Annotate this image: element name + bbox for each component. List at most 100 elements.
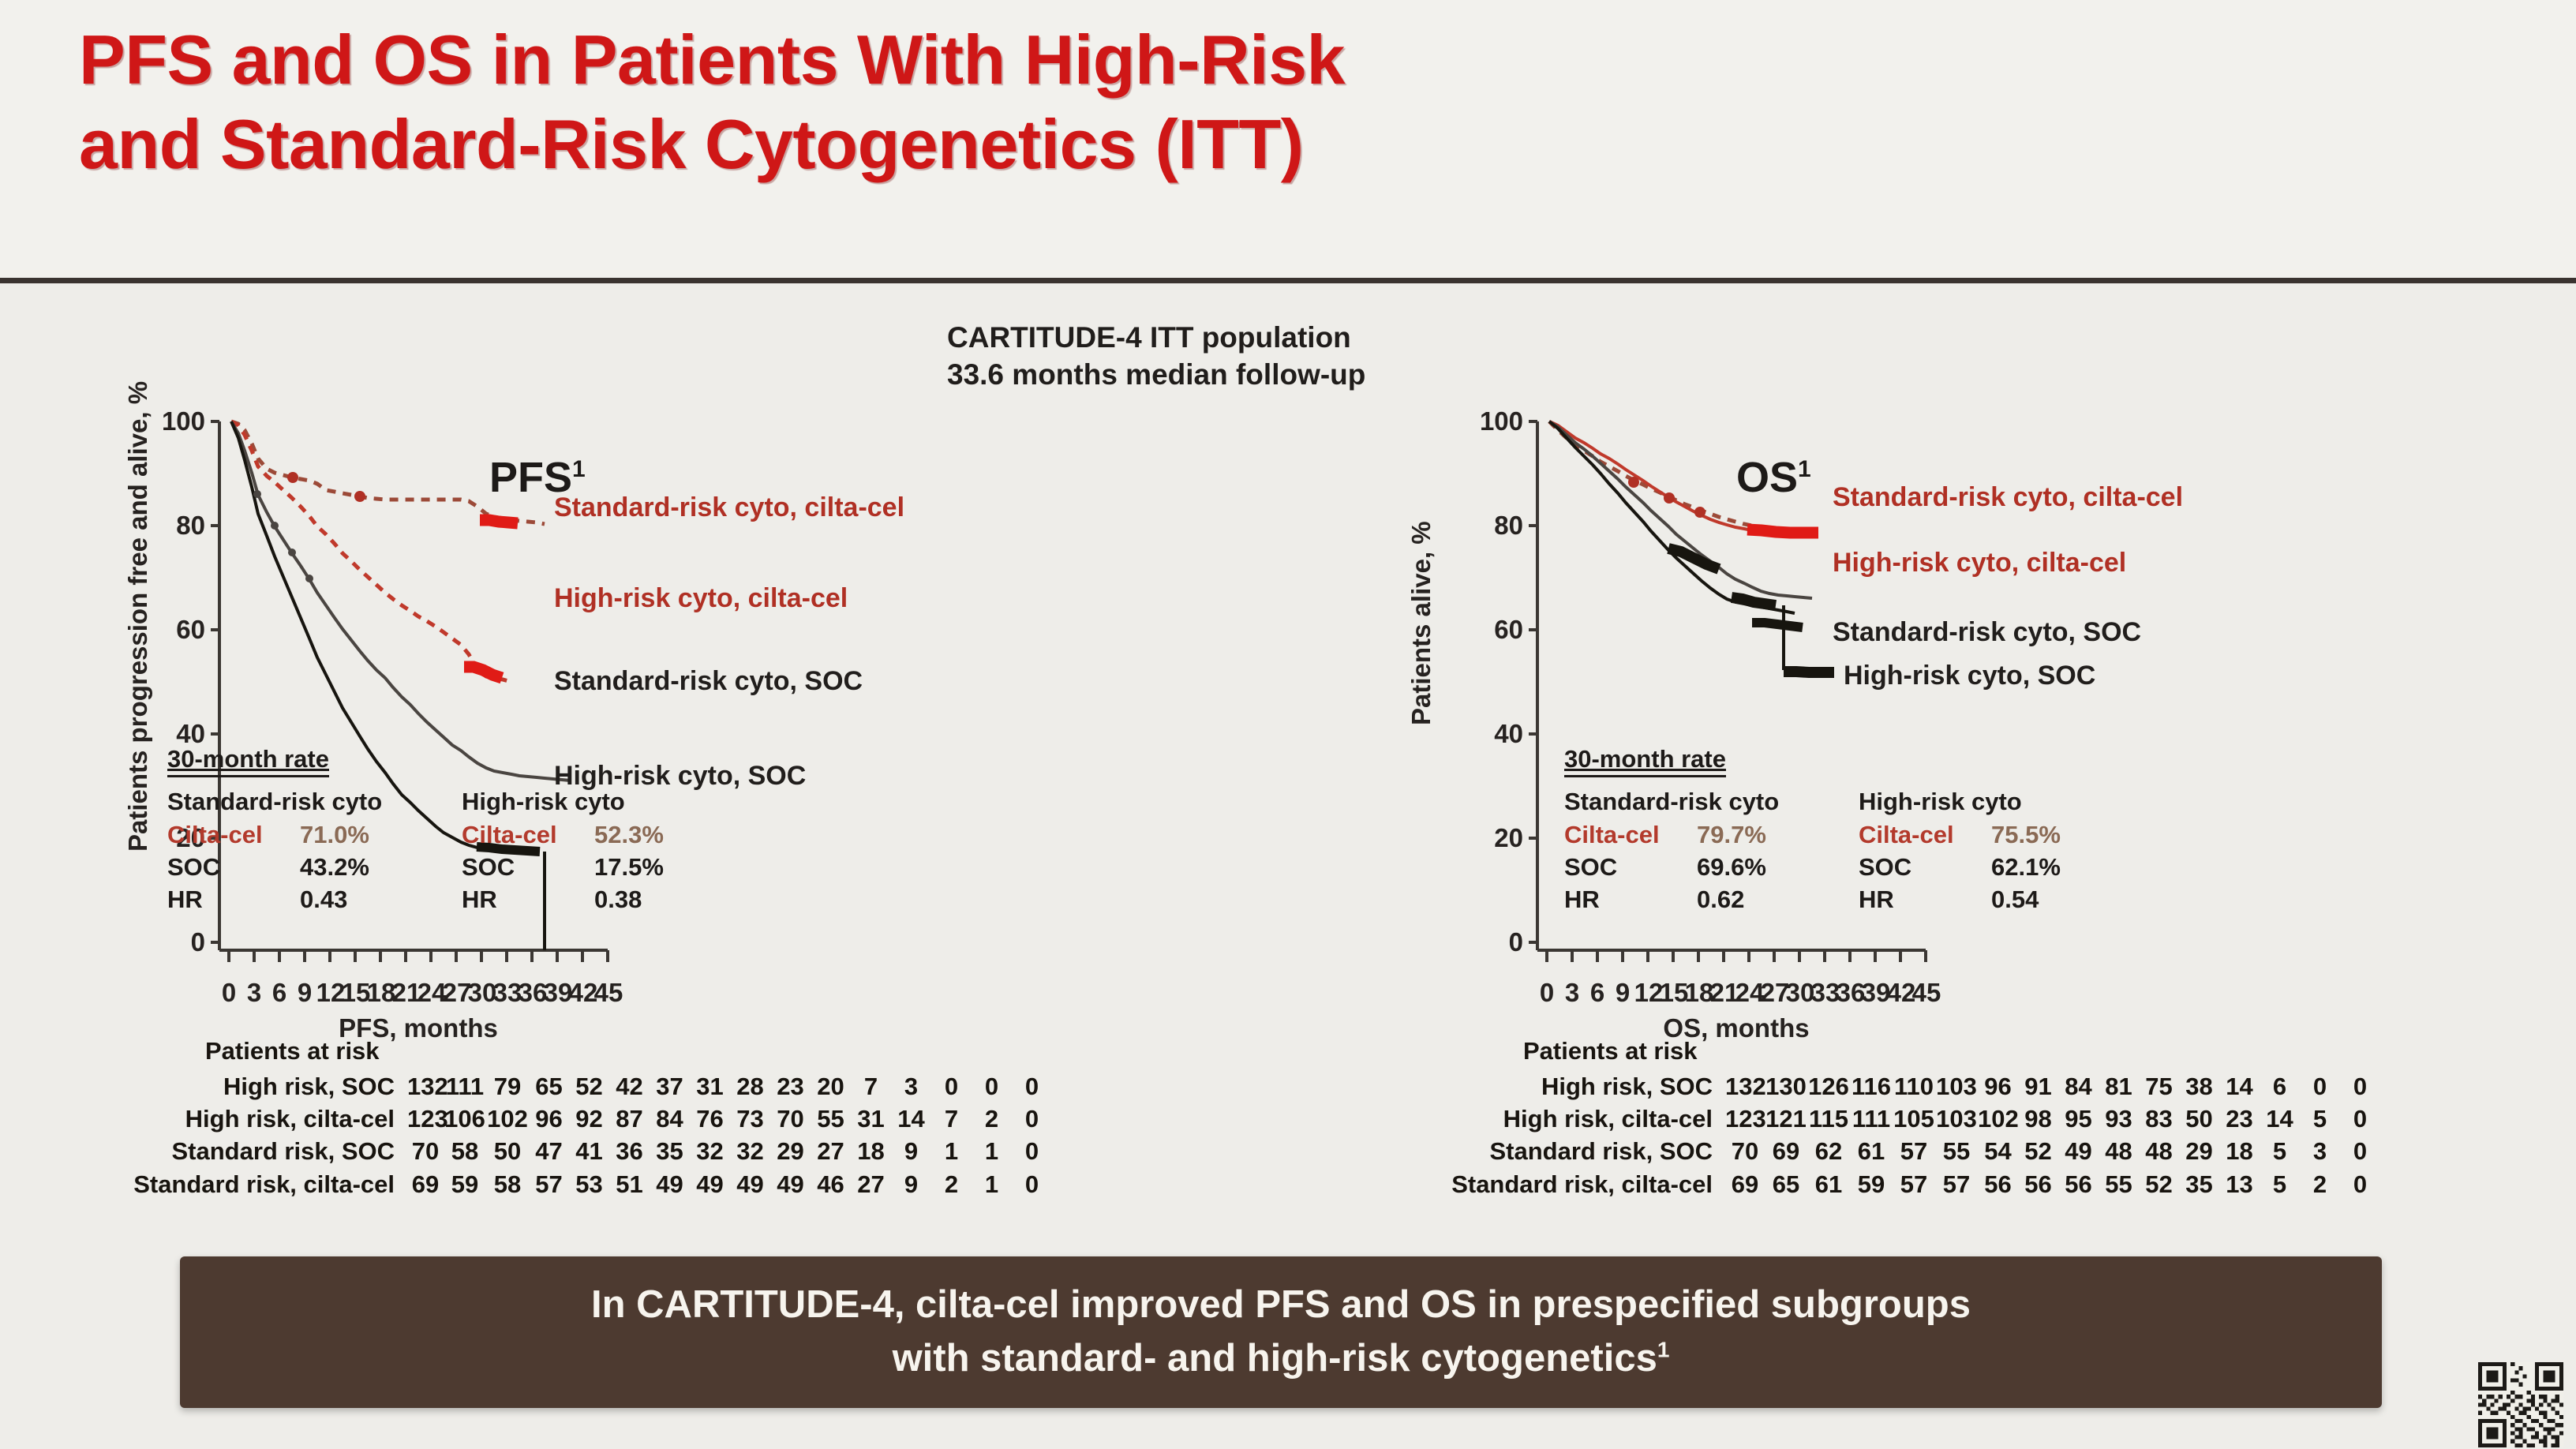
os-ytick-60: 60 <box>1494 615 1523 644</box>
os-xtick-9: 9 <box>1615 978 1631 1007</box>
pfs-risk-row-values-3: 69 59 58 57 53 51 49 49 49 49 46 27 9 2 … <box>407 1168 1052 1200</box>
os-risk-row-name-1: High risk, cilta-cel <box>1503 1105 1713 1133</box>
cell: 79 <box>493 1073 522 1100</box>
cell: 115 <box>1808 1105 1848 1133</box>
pfs-rate-val-standard-hr: 0.43 <box>300 886 348 914</box>
pfs-curve-label-high-soc: High-risk cyto, SOC <box>554 761 807 791</box>
cell: 7 <box>863 1073 878 1100</box>
cell: 55 <box>2105 1170 2132 1198</box>
cell: 57 <box>1942 1170 1971 1198</box>
pfs-risk-row-values-1: 123 106 102 96 92 87 84 76 73 70 55 31 1… <box>407 1103 1052 1135</box>
pfs-x-axis-title: PFS, months <box>339 1013 498 1043</box>
cell: 55 <box>817 1105 844 1133</box>
pfs-chart-panel: Patients progression free and alive, % P… <box>103 283 1334 1294</box>
cell: 50 <box>493 1137 522 1166</box>
key-message-banner: In CARTITUDE-4, cilta-cel improved PFS a… <box>180 1256 2382 1408</box>
cell: 93 <box>2105 1105 2132 1133</box>
pfs-xtick-36: 36 <box>518 978 548 1007</box>
pfs-rate-val-high-cilta: 52.3% <box>594 821 664 848</box>
cell: 110 <box>1893 1073 1934 1100</box>
cell: 3 <box>2312 1137 2327 1166</box>
os-xtick-12: 12 <box>1634 978 1664 1007</box>
page-title-line1: PFS and OS in Patients With High-Risk <box>79 21 1345 99</box>
pfs-curve-label-high-cilta: High-risk cyto, cilta-cel <box>554 583 848 613</box>
table-row: High risk, cilta-cel 123 121 115 111 105… <box>1389 1103 2380 1135</box>
cell: 87 <box>616 1105 643 1133</box>
qr-code[interactable] <box>2470 1362 2571 1447</box>
cell: 35 <box>2185 1170 2213 1198</box>
cell: 57 <box>1900 1170 1928 1198</box>
os-rate-val-high-hr: 0.54 <box>1991 886 2039 914</box>
cell: 31 <box>696 1073 724 1100</box>
header-note-line2: 33.6 months median follow-up <box>947 358 1366 391</box>
pfs-rate-box: 30-month rate Standard-risk cyto Cilta-c… <box>167 745 710 916</box>
cell: 29 <box>777 1137 804 1166</box>
os-rate-key-standard-cilta: Cilta-cel <box>1564 821 1660 848</box>
pfs-patients-at-risk: Patients at risk High risk, SOC 132 111 … <box>71 1037 1052 1200</box>
pfs-risk-row-name-2: Standard risk, SOC <box>171 1137 395 1166</box>
page-title: PFS and OS in Patients With High-Risk an… <box>79 17 1973 187</box>
cell: 83 <box>2145 1105 2173 1133</box>
cell: 56 <box>2024 1170 2052 1198</box>
cell: 126 <box>1808 1073 1849 1100</box>
pfs-ytick-100: 100 <box>161 406 205 436</box>
cell: 47 <box>535 1137 563 1166</box>
os-ytick-80: 80 <box>1494 511 1523 540</box>
cell: 0 <box>2353 1073 2368 1100</box>
table-row: Standard risk, SOC 70 69 62 61 57 55 54 … <box>1389 1135 2380 1167</box>
os-x-axis-title: OS, months <box>1663 1013 1810 1043</box>
pfs-risk-row-name-3: Standard risk, cilta-cel <box>133 1170 395 1198</box>
pfs-rate-key-standard-hr: HR <box>167 886 203 914</box>
cell: 31 <box>857 1105 885 1133</box>
os-rate-col-standard-header: Standard-risk cyto <box>1564 788 1780 815</box>
pfs-rate-row-high-hr: HR 0.38 <box>462 883 710 915</box>
cell: 50 <box>2185 1105 2213 1133</box>
pfs-rate-key-high-hr: HR <box>462 886 497 914</box>
pfs-curve-label-standard-cilta: Standard-risk cyto, cilta-cel <box>554 492 905 522</box>
cell: 1 <box>984 1170 999 1198</box>
cell: 130 <box>1765 1073 1807 1100</box>
os-rate-key-high-hr: HR <box>1859 886 1894 914</box>
pfs-rate-key-high-soc: SOC <box>462 853 515 882</box>
cell: 57 <box>535 1170 563 1198</box>
cell: 96 <box>535 1105 563 1133</box>
cell: 0 <box>2353 1170 2368 1198</box>
os-ytick-100: 100 <box>1479 406 1523 436</box>
title-divider <box>0 278 2576 283</box>
cell: 54 <box>1984 1137 2012 1166</box>
os-ytick-20: 20 <box>1494 823 1523 852</box>
pfs-risk-row-name-1: High risk, cilta-cel <box>185 1105 395 1133</box>
cell: 105 <box>1893 1105 1934 1133</box>
cell: 0 <box>1024 1137 1039 1166</box>
pfs-xtick-6: 6 <box>271 978 287 1007</box>
os-xtick-42: 42 <box>1886 978 1916 1007</box>
cell: 116 <box>1851 1073 1891 1100</box>
cell: 52 <box>575 1073 603 1100</box>
cell: 46 <box>817 1170 844 1198</box>
cell: 0 <box>1024 1105 1039 1133</box>
os-risk-row-values-3: 69 65 61 59 57 57 56 56 56 55 52 35 13 5… <box>1725 1168 2380 1200</box>
cell: 123 <box>1725 1105 1766 1133</box>
cell: 6 <box>2272 1073 2287 1100</box>
os-rate-col-high: High-risk cyto Cilta-cel 75.5% SOC 62.1%… <box>1859 788 2107 916</box>
pfs-xtick-24: 24 <box>417 978 447 1007</box>
table-row: Standard risk, cilta-cel 69 65 61 59 57 … <box>1389 1168 2380 1200</box>
os-rate-val-standard-soc: 69.6% <box>1697 853 1766 882</box>
cell: 5 <box>2272 1137 2287 1166</box>
cell: 32 <box>696 1137 724 1166</box>
os-rate-val-standard-cilta: 79.7% <box>1697 821 1766 848</box>
cell: 91 <box>2024 1073 2052 1100</box>
cell: 59 <box>1857 1170 1885 1198</box>
pfs-rate-val-standard-soc: 43.2% <box>300 853 369 882</box>
pfs-xtick-30: 30 <box>467 978 497 1007</box>
os-xtick-15: 15 <box>1659 978 1689 1007</box>
pfs-curve-label-standard-soc: Standard-risk cyto, SOC <box>554 666 863 696</box>
cell: 2 <box>984 1105 999 1133</box>
pfs-risk-row-values-2: 70 58 50 47 41 36 35 32 32 29 27 18 9 1 … <box>407 1135 1052 1167</box>
os-xtick-6: 6 <box>1589 978 1605 1007</box>
cell: 49 <box>696 1170 724 1198</box>
cell: 38 <box>2185 1073 2213 1100</box>
os-risk-row-name-2: Standard risk, SOC <box>1489 1137 1713 1166</box>
os-curve-label-high-cilta: High-risk cyto, cilta-cel <box>1833 548 2127 578</box>
cell: 106 <box>444 1105 485 1133</box>
